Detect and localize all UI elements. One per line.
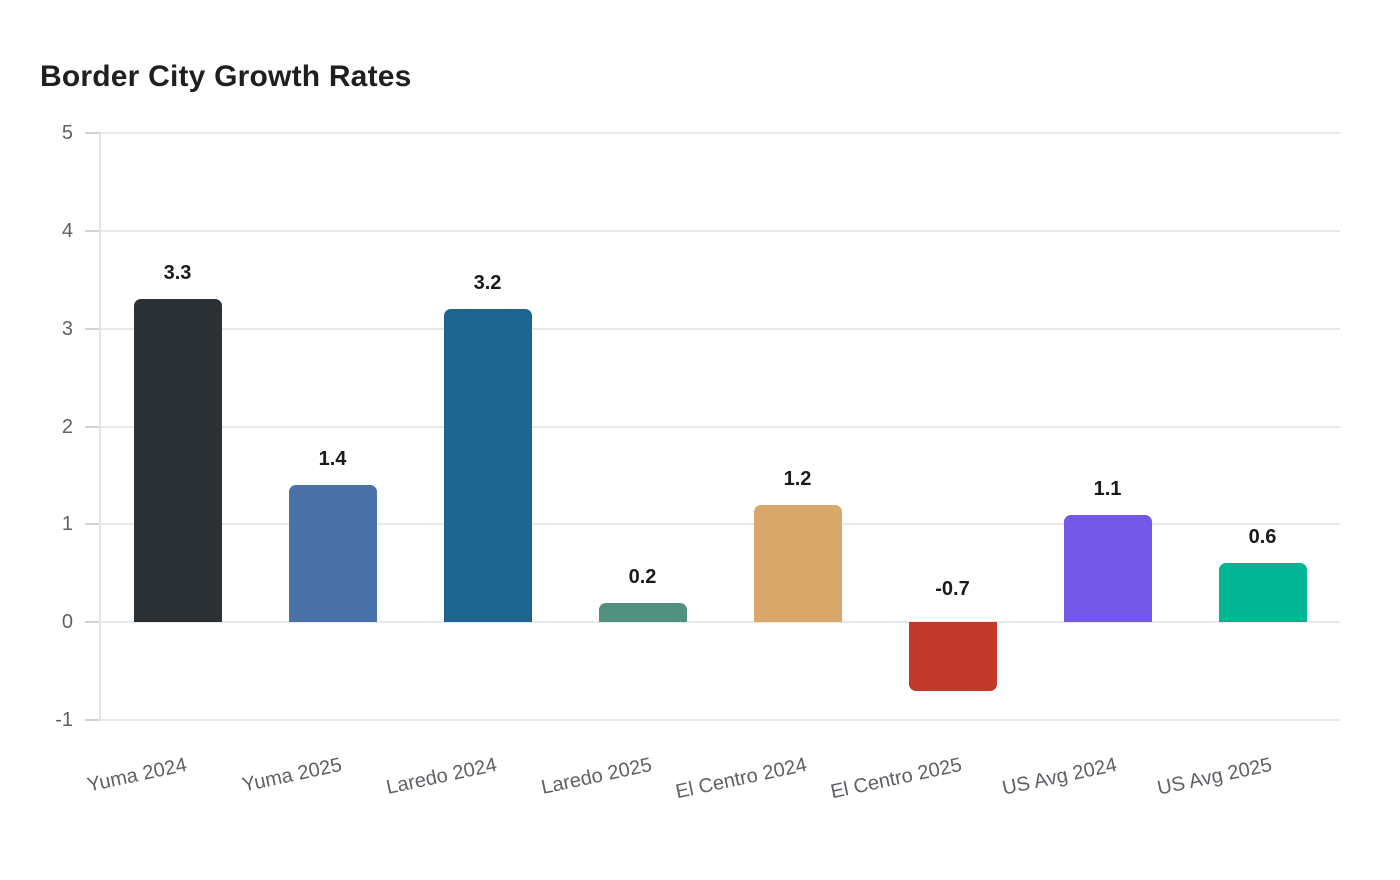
y-axis-tick	[85, 719, 100, 721]
bar-value-label: 0.6	[1248, 526, 1277, 549]
bar-laredo-2024	[443, 309, 532, 623]
y-axis-tick	[85, 523, 100, 526]
bar-el-centro-2025	[908, 622, 997, 691]
bar-value-label: 1.2	[783, 467, 812, 490]
y-axis-tick	[85, 425, 100, 428]
bar-yuma-2024	[133, 299, 222, 623]
gridline	[85, 229, 1340, 232]
gridline	[85, 621, 1340, 624]
bar-us-avg-2024	[1063, 514, 1152, 623]
y-axis-tick	[85, 229, 100, 232]
bar-value-label: 3.2	[473, 272, 502, 295]
gridline	[85, 523, 1340, 526]
bar-value-label: 0.2	[628, 565, 657, 588]
bar-laredo-2025	[598, 602, 687, 623]
y-axis-line	[99, 133, 101, 721]
bar-yuma-2025	[288, 485, 377, 623]
gridline	[85, 425, 1340, 428]
bar-value-label: 1.1	[1093, 477, 1122, 500]
y-tick-label: 3	[61, 317, 73, 340]
bar-value-label: 1.4	[318, 448, 347, 471]
bar-value-label: -0.7	[935, 578, 970, 601]
bar-value-label: 3.3	[163, 262, 192, 285]
y-axis-tick	[85, 327, 100, 330]
gridline	[85, 719, 1340, 721]
y-tick-label: 4	[61, 219, 73, 242]
y-axis-tick	[85, 621, 100, 624]
y-tick-label: 0	[61, 611, 73, 634]
y-axis-tick	[85, 132, 100, 134]
y-tick-label: -1	[55, 709, 73, 731]
gridline	[85, 132, 1340, 134]
y-tick-label: 5	[61, 122, 73, 144]
bar-el-centro-2024	[753, 504, 842, 623]
chart-title: Border City Growth Rates	[40, 60, 412, 93]
y-tick-label: 1	[61, 513, 73, 536]
bar-us-avg-2025	[1218, 563, 1307, 623]
y-tick-label: 2	[61, 415, 73, 438]
gridline	[85, 327, 1340, 330]
